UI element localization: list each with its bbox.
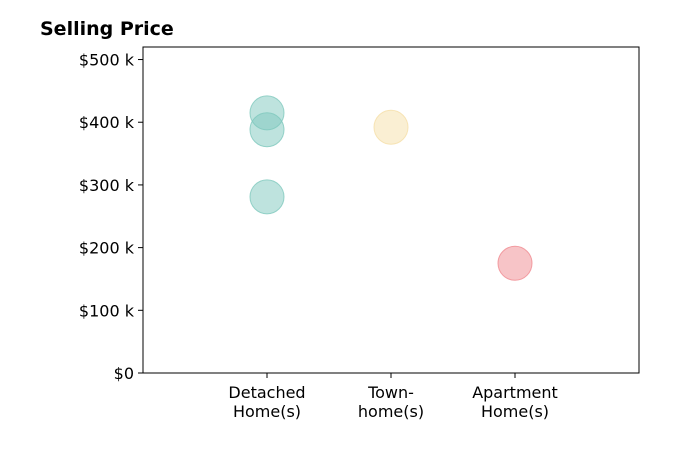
y-tick-label: $500 k (79, 51, 135, 70)
y-tick-label: $200 k (79, 239, 135, 258)
x-axis: Detached Home(s) Town-home(s) Apartment Home… (228, 373, 558, 421)
chart-title: Selling Price (40, 18, 174, 40)
data-point (373, 109, 409, 145)
data-point (249, 112, 285, 148)
x-tick-label: Apartment Home(s) (472, 383, 558, 421)
y-tick-label: $100 k (79, 301, 135, 320)
y-axis: $0 $100 k $200 k $300 k $400 k $500 k (79, 51, 143, 383)
data-point (497, 245, 533, 281)
y-tick-label: $300 k (79, 176, 135, 195)
x-tick-label: Town-home(s) (358, 383, 424, 421)
plot-frame (142, 46, 640, 374)
data-point (249, 179, 285, 215)
y-tick-label: $0 (114, 364, 134, 383)
data-points (249, 95, 533, 281)
x-tick-label: Detached Home(s) (228, 383, 305, 421)
y-tick-label: $400 k (79, 113, 135, 132)
